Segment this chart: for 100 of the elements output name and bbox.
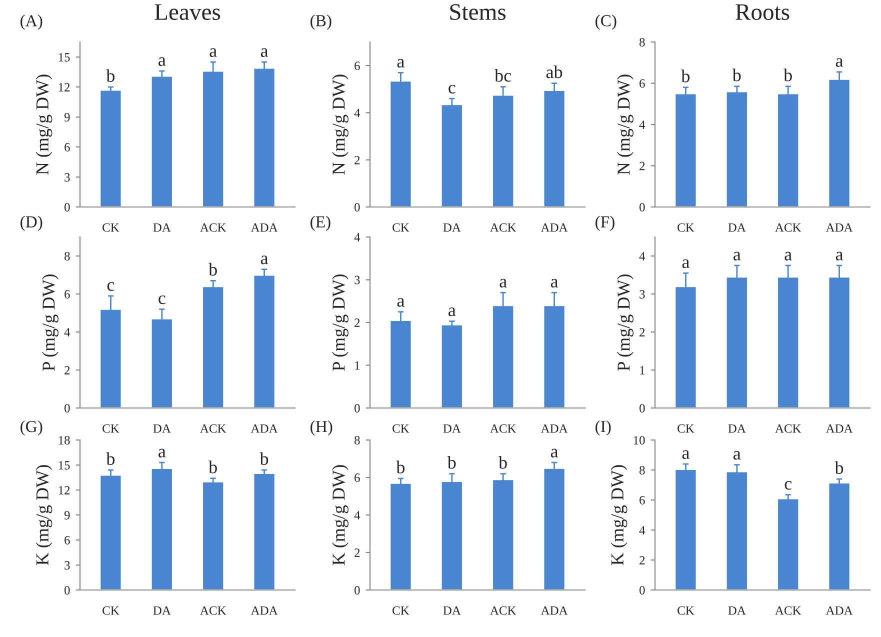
y-axis-title: K (mg/g DW) [610, 465, 628, 566]
bar [440, 104, 464, 207]
x-tick-label: DA [443, 606, 461, 615]
chart-title: Roots [736, 4, 790, 20]
y-tick-label: 3 [640, 290, 645, 298]
y-tick-label: 0 [64, 586, 70, 594]
y-tick-label: 0 [640, 404, 645, 412]
y-tick-label: 15 [58, 53, 70, 62]
y-tick-label: 4 [639, 526, 646, 534]
x-tick-label: ADA [540, 424, 568, 433]
annotation: b [784, 68, 792, 82]
y-tick-label: 4 [639, 120, 646, 129]
y-tick-label: 8 [64, 252, 70, 260]
y-tick-label: 8 [354, 436, 360, 444]
x-tick-label: ACK [490, 223, 516, 232]
y-tick-label: 2 [354, 548, 360, 557]
text: (H) [310, 420, 332, 436]
annotation: a [784, 252, 792, 260]
bar [440, 324, 464, 408]
x-tick-label: DA [153, 223, 171, 232]
x-tick-label: ACK [490, 606, 516, 615]
y-axis-title: P (mg/g DW) [617, 274, 634, 371]
x-tick-label: DA [443, 223, 461, 232]
x-tick-label: ACK [490, 424, 516, 433]
annotation: a [836, 252, 844, 260]
bar [202, 480, 225, 590]
x-tick-label: ADA [250, 223, 278, 232]
y-tick-label: 8 [640, 466, 645, 474]
bar [674, 468, 698, 590]
y-tick-label: 0 [640, 203, 645, 212]
annotation: c [158, 295, 166, 304]
annotation: b [498, 456, 507, 469]
annotation: a [682, 259, 690, 268]
y-tick-label: 3 [64, 173, 70, 182]
x-tick-label: ACK [200, 223, 226, 232]
annotation: b [447, 456, 456, 469]
text: (E) [310, 216, 330, 231]
y-axis-title: K (mg/g DW) [36, 465, 52, 566]
x-tick-label: ADA [540, 606, 568, 615]
y-tick-label: 2 [640, 162, 645, 170]
bar [99, 89, 122, 207]
x-tick-label: CK [392, 223, 410, 232]
y-tick-label: 15 [58, 461, 70, 470]
bar [202, 286, 225, 408]
bar [150, 75, 174, 207]
text: (B) [310, 14, 332, 30]
annotation: b [260, 452, 268, 465]
x-tick-label: ADA [540, 223, 568, 232]
y-tick-label: 3 [354, 276, 360, 284]
x-tick-label: DA [153, 606, 171, 615]
y-axis-title: P (mg/g DW) [332, 274, 348, 371]
annotation: a [397, 298, 404, 307]
annotation: a [500, 278, 507, 288]
y-tick-label: 3 [64, 561, 70, 570]
bar [252, 472, 276, 590]
y-axis-title: N (mg/g DW) [332, 74, 348, 175]
bar [725, 90, 748, 207]
text: (D) [20, 216, 42, 231]
y-tick-label: 4 [354, 108, 360, 118]
x-tick-label: ACK [775, 424, 802, 433]
y-tick-label: 4 [354, 233, 360, 242]
annotation: b [732, 68, 741, 82]
text: (F) [596, 216, 614, 231]
y-tick-label: 9 [64, 511, 70, 520]
y-tick-label: 6 [640, 496, 645, 504]
text: (A) [20, 14, 42, 30]
y-axis-title: P (mg/g DW) [42, 274, 58, 371]
x-tick-label: CK [678, 424, 694, 433]
annotation: a [260, 256, 268, 264]
x-tick-label: CK [102, 223, 120, 232]
annotation: c [784, 481, 792, 490]
y-tick-label: 10 [634, 436, 645, 444]
text: (G) [20, 420, 42, 436]
x-tick-label: ADA [826, 606, 853, 615]
x-tick-label: ACK [200, 606, 226, 615]
x-tick-label: ACK [775, 606, 802, 615]
bar [542, 467, 566, 590]
annotation: c [448, 84, 456, 94]
annotation: a [158, 448, 166, 458]
y-tick-label: 6 [354, 62, 360, 70]
annotation: b [681, 70, 690, 82]
y-tick-label: 6 [64, 536, 70, 544]
bar [252, 274, 276, 408]
y-tick-label: 0 [64, 203, 70, 212]
x-tick-label: ADA [826, 223, 853, 232]
bar [99, 474, 122, 590]
annotation: a [836, 58, 844, 67]
y-tick-label: 9 [64, 113, 70, 122]
annotation: a [260, 48, 268, 57]
bar [492, 478, 515, 590]
x-tick-label: CK [392, 606, 410, 615]
annotation: b [106, 452, 115, 465]
y-tick-label: 0 [354, 586, 360, 594]
y-axis-title: K (mg/g DW) [332, 465, 348, 566]
annotation: a [397, 58, 404, 68]
y-tick-label: 12 [58, 83, 70, 92]
annotation: a [448, 308, 456, 316]
y-tick-label: 6 [64, 143, 70, 152]
x-tick-label: DA [728, 424, 746, 433]
annotation: b [396, 460, 405, 474]
